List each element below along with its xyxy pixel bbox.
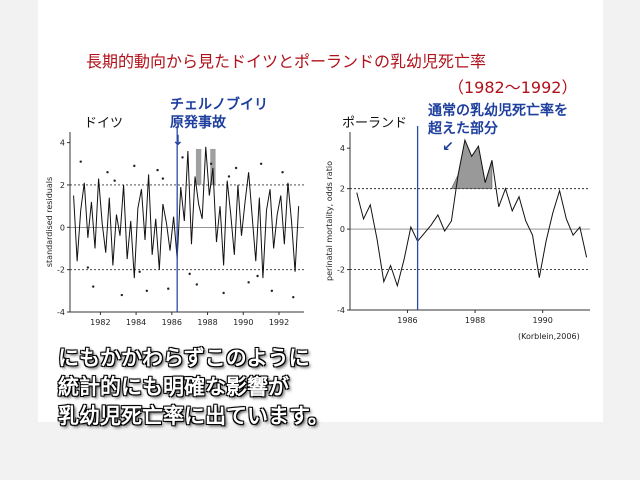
germany-xtick-label: 1982 bbox=[90, 318, 110, 327]
germany-label: ドイツ bbox=[84, 116, 124, 131]
germany-data-point bbox=[256, 274, 259, 278]
poland-ytick-label: 4 bbox=[340, 144, 345, 153]
germany-data-point bbox=[86, 266, 90, 269]
slide-title: 長期的動向から見たドイツとポーランドの乳幼児死亡率 bbox=[86, 52, 487, 71]
caption-line-2: 統計的にも明確な影響が bbox=[58, 375, 289, 399]
germany-data-point bbox=[79, 160, 82, 163]
excess-line-1: 通常の乳幼児死亡率を bbox=[428, 103, 568, 119]
germany-data-point bbox=[292, 295, 295, 299]
caption-line-1: にもかかわらずこのように bbox=[58, 346, 310, 370]
germany-data-point bbox=[209, 162, 213, 165]
excess-annotation: 通常の乳幼児死亡率を 超えた部分 ↙ bbox=[428, 102, 568, 156]
poland-ytick-label: 0 bbox=[340, 225, 345, 234]
germany-data-point bbox=[106, 171, 109, 174]
germany-data-point bbox=[156, 168, 159, 172]
germany-data-point bbox=[222, 291, 225, 295]
germany-excess-peak bbox=[210, 148, 216, 185]
germany-xtick-label: 1984 bbox=[126, 318, 146, 327]
poland-series-line bbox=[356, 138, 588, 288]
poland-ytick-label: -2 bbox=[337, 266, 345, 275]
poland-xtick-label: 1988 bbox=[465, 316, 485, 325]
germany-ytick-label: 0 bbox=[60, 223, 65, 232]
caption: にもかかわらずこのように 統計的にも明確な影響が 乳幼児死亡率に出ています。 bbox=[58, 344, 329, 431]
germany-data-point bbox=[195, 283, 199, 286]
germany-xtick-label: 1990 bbox=[233, 318, 253, 327]
germany-xtick-label: 1992 bbox=[269, 318, 289, 327]
germany-ytick-label: 2 bbox=[60, 181, 65, 190]
poland-xtick-label: 1986 bbox=[397, 316, 417, 325]
poland-label: ポーランド bbox=[342, 116, 408, 131]
germany-data-point bbox=[247, 281, 250, 284]
chernobyl-arrow: ↓ bbox=[172, 133, 184, 149]
poland-ylabel: perinatal mortality, odds ratio bbox=[325, 161, 334, 281]
germany-data-point bbox=[138, 270, 141, 273]
germany-ylabel: standardised residuals bbox=[45, 177, 54, 267]
germany-data-point bbox=[113, 179, 116, 182]
germany-ytick-label: -4 bbox=[57, 308, 65, 317]
excess-arrow: ↙ bbox=[442, 139, 454, 155]
germany-data-point bbox=[234, 166, 238, 170]
poland-xtick-label: 1990 bbox=[532, 316, 552, 325]
poland-ytick-label: 2 bbox=[340, 185, 345, 194]
germany-series-line bbox=[73, 146, 300, 279]
chernobyl-line-1: チェルノブイリ bbox=[170, 97, 268, 113]
germany-data-point bbox=[92, 285, 95, 288]
germany-ytick-label: 4 bbox=[60, 139, 65, 148]
germany-data-point bbox=[227, 175, 231, 178]
germany-data-point bbox=[181, 156, 184, 159]
germany-data-point bbox=[161, 177, 165, 180]
germany-chart: -4 -2 0 2 4 1982 1984 1986 1988 1990 1992 standardi… bbox=[45, 126, 304, 327]
germany-data-point bbox=[133, 164, 136, 168]
caption-line-3: 乳幼児死亡率に出ています。 bbox=[58, 404, 329, 428]
germany-data-point bbox=[167, 287, 170, 290]
germany-data-point bbox=[281, 171, 284, 174]
germany-data-point bbox=[145, 289, 149, 293]
germany-data-point bbox=[286, 183, 290, 187]
germany-data-point bbox=[188, 272, 191, 276]
germany-xtick-label: 1988 bbox=[197, 318, 217, 327]
slide-background bbox=[38, 0, 603, 422]
germany-data-point bbox=[259, 162, 263, 165]
excess-line-2: 超えた部分 bbox=[428, 121, 498, 137]
poland-chart: -4 -2 0 2 4 1986 1988 1990 perinatal mortality, … bbox=[325, 126, 590, 325]
germany-ytick-label: -2 bbox=[57, 266, 65, 275]
slide-subtitle: （1982～1992） bbox=[448, 78, 578, 97]
germany-data-point bbox=[120, 293, 124, 297]
citation: (Korblein,2006) bbox=[518, 332, 580, 341]
germany-data-point bbox=[270, 289, 274, 293]
chernobyl-annotation: チェルノブイリ 原発事故 ↓ bbox=[170, 96, 268, 150]
chernobyl-line-2: 原発事故 bbox=[170, 115, 226, 131]
poland-ytick-label: -4 bbox=[337, 306, 345, 315]
germany-xtick-label: 1986 bbox=[162, 318, 182, 327]
germany-excess-peak bbox=[195, 148, 202, 185]
